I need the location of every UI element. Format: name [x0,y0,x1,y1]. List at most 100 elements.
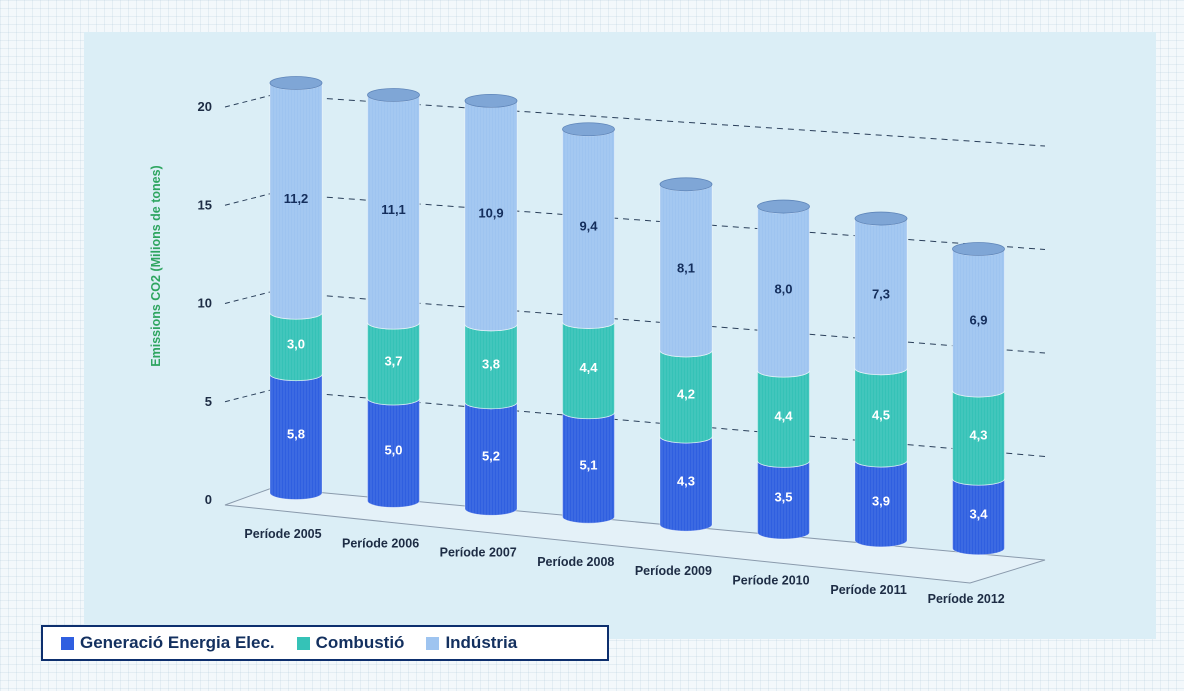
category-label: Període 2009 [635,564,712,578]
bar-texture [855,218,907,375]
bar-top-cap [659,177,713,192]
bar-texture [952,478,1005,555]
gridline [271,389,1046,457]
data-label: 8,1 [677,260,695,275]
legend-swatch-industria [426,636,440,650]
legend-item-combustio: Combustió [296,633,405,653]
bar-texture [465,402,517,516]
data-label: 4,4 [774,409,793,424]
data-label: 11,1 [381,202,406,217]
category-label: Període 2010 [732,574,809,588]
bar-texture [757,370,810,468]
data-label: 3,0 [287,336,305,351]
data-label: 3,5 [774,490,792,505]
data-label: 3,4 [969,506,988,521]
data-label: 8,0 [774,282,792,297]
legend-label-combustio: Combustió [315,633,405,652]
bar-texture [367,398,420,508]
bar-texture [367,95,420,330]
bar-stack: 5,0 3,7 11,1 [367,88,420,508]
bar-top-cap [952,242,1005,256]
bar-top-cap [269,76,323,90]
category-labels: Període 2005 Període 2006 Període 2007 Perí… [244,527,1004,606]
legend: Generació Energia Elec. Combustió Indúst… [41,625,609,661]
category-label: Període 2012 [928,592,1005,606]
bar-stack: 3,9 4,5 7,3 [854,211,908,548]
chart-floor [224,487,1046,584]
bar-texture [660,350,712,443]
bar-texture [952,390,1005,486]
bar-texture [952,249,1005,397]
bar-stack: 5,2 3,8 10,9 [464,93,518,516]
gridline-diagonal [224,94,273,108]
gridline-diagonal [224,291,273,304]
bar-texture [855,460,907,547]
category-label: Període 2007 [440,546,517,560]
category-label: Període 2006 [342,536,419,550]
y-tick-label: 10 [198,296,212,311]
bar-texture [465,100,517,331]
bar-texture [757,460,810,539]
bar-top-cap [562,122,615,137]
bar-top-cap [464,93,518,108]
data-label: 5,2 [482,449,500,464]
bar-texture [270,312,322,381]
bar-top-cap [854,211,908,226]
data-label: 3,7 [384,353,402,368]
y-tick-label: 15 [198,197,212,212]
data-label: 5,1 [579,457,597,472]
gridline-diagonal [224,389,273,403]
data-label: 5,0 [384,443,402,458]
y-axis-title: Emissions CO2 (Milions de tones) [149,165,163,366]
data-label: 4,3 [969,428,987,443]
gridline [271,94,1046,147]
bar-texture [562,412,615,524]
data-label: 5,8 [287,427,305,442]
data-label: 4,3 [677,474,695,489]
data-label: 9,4 [579,219,598,234]
data-label: 4,2 [677,386,695,401]
bar-stack: 5,8 3,0 11,2 [269,76,323,500]
bar-texture [270,83,322,320]
bar-top-cap [367,88,420,102]
bar-texture [855,368,907,467]
y-tick-label: 20 [198,99,212,114]
y-tick-label: 0 [205,492,212,507]
legend-swatch-combustio [296,636,310,650]
bar-texture [465,324,517,409]
data-label: 6,9 [969,313,987,328]
data-label: 3,9 [872,493,890,508]
bars-layer: 5,8 3,0 11,2 5,0 3,7 11,1 5,2 3,8 10,9 5,1 4,4 9,4 4… [269,76,1005,556]
data-label: 10,9 [478,206,503,221]
legend-label-industria: Indústria [445,633,518,652]
bar-texture [660,436,712,532]
legend-item-generacio: Generació Energia Elec. [61,633,275,653]
bar-texture [270,374,322,500]
legend-swatch-generacio [61,636,74,650]
bar-texture [562,321,615,419]
grid-layer [224,94,1046,584]
gridline [271,291,1046,354]
category-label: Període 2005 [244,527,321,541]
bar-top-cap [757,199,810,214]
legend-item-industria: Indústria [426,633,517,653]
legend-label-generacio: Generació Energia Elec. [80,633,275,652]
gridline-diagonal [224,192,273,206]
bar-texture [757,206,810,378]
gridline [271,192,1046,250]
bar-texture [660,184,712,357]
data-label: 7,3 [872,286,890,301]
bar-stack: 3,4 4,3 6,9 [952,242,1005,556]
data-label: 11,2 [284,191,309,206]
y-tick-labels: 0 5 10 15 20 [198,99,212,507]
category-label: Període 2008 [537,555,614,569]
y-tick-label: 5 [205,394,212,409]
category-label: Període 2011 [830,583,906,597]
bar-texture [562,129,615,329]
data-label: 4,4 [579,360,598,375]
data-label: 3,8 [482,356,500,371]
data-label: 4,5 [872,407,890,422]
bar-stack: 5,1 4,4 9,4 [562,122,615,524]
